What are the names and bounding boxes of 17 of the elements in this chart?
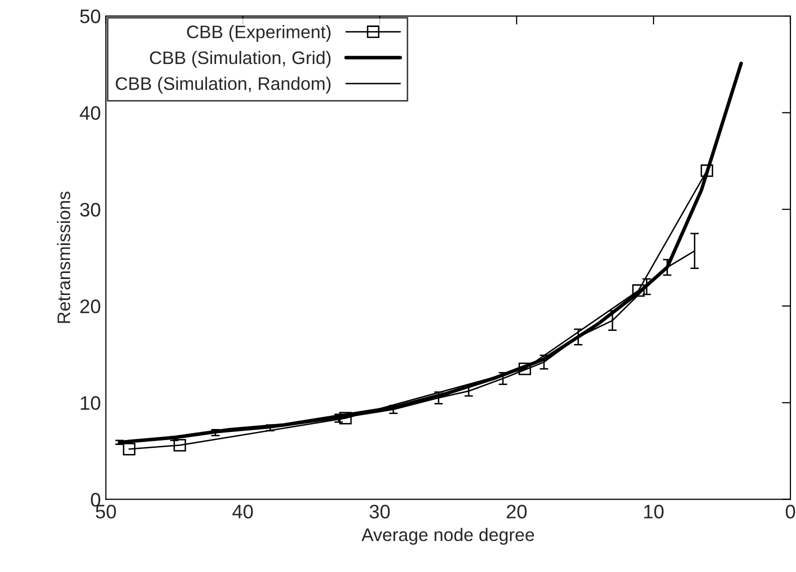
- legend-label: CBB (Simulation, Random): [116, 76, 331, 94]
- legend-label: CBB (Experiment): [187, 25, 331, 42]
- x-tick-label: 10: [644, 504, 664, 518]
- y-tick-label: 0: [90, 492, 100, 507]
- x-tick-label: 30: [370, 504, 390, 518]
- y-tick-label: 50: [80, 9, 100, 24]
- x-tick-label: 0: [786, 504, 796, 518]
- y-tick-label: 20: [80, 299, 100, 314]
- x-tick-label: 40: [232, 504, 253, 518]
- x-axis-title: Average node degree: [362, 528, 534, 545]
- y-tick-label: 40: [80, 106, 100, 120]
- y-tick-label: 30: [80, 202, 100, 217]
- y-tick-label: 10: [80, 396, 100, 410]
- legend-label: CBB (Simulation, Grid): [150, 50, 331, 68]
- x-tick-label: 50: [96, 504, 116, 518]
- y-axis-title: Retransmissions: [56, 192, 70, 323]
- x-tick-label: 20: [506, 504, 527, 518]
